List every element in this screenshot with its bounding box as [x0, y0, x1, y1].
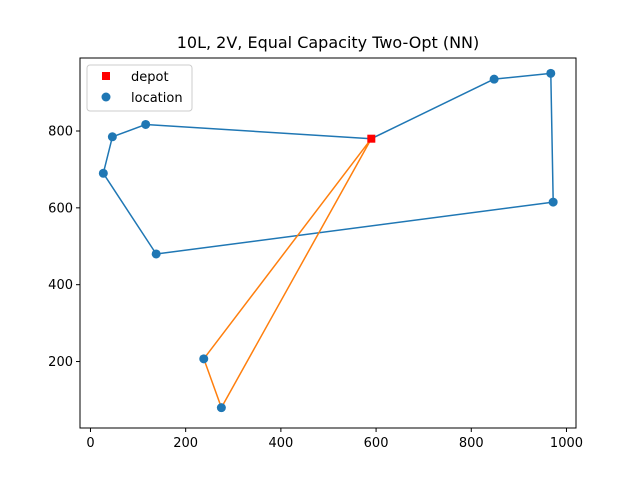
points-layer	[98, 68, 558, 413]
legend: depot location	[86, 64, 193, 112]
location-point	[98, 168, 108, 178]
location-point	[546, 68, 556, 78]
x-tick-label: 1000	[550, 436, 583, 451]
chart-title: 10L, 2V, Equal Capacity Two-Opt (NN)	[177, 33, 480, 52]
x-tick-label: 200	[173, 436, 198, 451]
route-2-line	[203, 138, 372, 409]
y-axis: 200 400 600 800	[48, 125, 80, 370]
location-point	[151, 249, 161, 259]
y-tick-label: 200	[48, 355, 73, 370]
y-tick-label: 400	[48, 278, 73, 293]
location-point	[216, 403, 226, 413]
x-tick-label: 600	[364, 436, 389, 451]
legend-location-marker	[101, 92, 111, 102]
location-point	[199, 354, 209, 364]
plot-frame	[79, 57, 577, 429]
legend-box	[86, 64, 193, 112]
legend-depot-marker	[102, 72, 110, 80]
location-point	[548, 197, 558, 207]
depot-point	[367, 134, 376, 143]
y-tick-label: 800	[48, 125, 73, 140]
routes-layer	[102, 72, 554, 409]
y-tick-label: 600	[48, 201, 73, 216]
legend-depot-label: depot	[131, 70, 169, 85]
location-point	[107, 132, 117, 142]
x-tick-label: 800	[459, 436, 484, 451]
location-point	[141, 119, 151, 129]
location-point	[489, 74, 499, 84]
x-tick-label: 400	[268, 436, 293, 451]
legend-location-label: location	[131, 91, 183, 106]
x-tick-label: 0	[86, 436, 94, 451]
x-axis: 0 200 400 600 800 1000	[86, 428, 583, 451]
